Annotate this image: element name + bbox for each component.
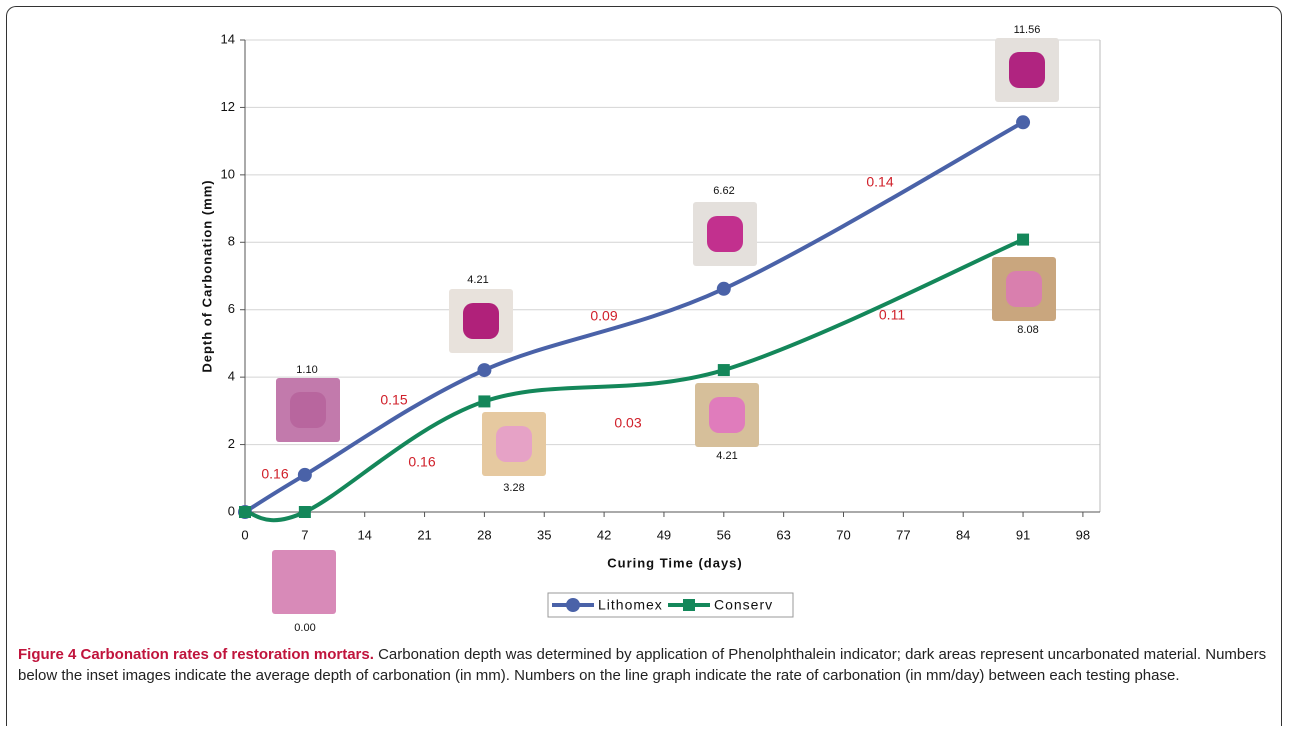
caption-text: Carbonation depth was determined by appl… [18, 646, 1267, 684]
x-tick-label: 0 [241, 527, 248, 542]
legend-label: Lithomex [598, 597, 663, 613]
inset-label: 11.56 [1014, 24, 1041, 36]
inset-spot [286, 564, 322, 600]
legend-marker [683, 599, 695, 611]
series-line [243, 120, 1025, 514]
legend-marker [566, 598, 580, 612]
x-tick-label: 98 [1076, 527, 1090, 542]
inset-label: 1.10 [296, 364, 317, 376]
x-tick-label: 70 [836, 527, 850, 542]
legend: Lithomex Conserv [547, 592, 794, 618]
x-tick-label: 56 [717, 527, 731, 542]
inset-label: 4.21 [467, 274, 488, 286]
x-tick-label: 7 [301, 527, 308, 542]
y-tick-label: 8 [228, 234, 235, 249]
inset-spot [709, 397, 745, 433]
rate-label: 0.16 [408, 454, 435, 470]
rate-label: 0.11 [879, 307, 905, 323]
inset-label: 0.00 [294, 622, 315, 634]
point [1016, 115, 1031, 130]
x-axis-title: Curing Time (days) [607, 555, 743, 570]
inset-label: 3.28 [503, 482, 524, 494]
point [298, 506, 311, 518]
point [297, 467, 312, 482]
point [477, 363, 492, 378]
x-tick-label: 42 [597, 527, 611, 542]
figure-frame [6, 6, 1282, 726]
inset-label: 8.08 [1017, 324, 1038, 336]
series-line [244, 237, 1024, 523]
x-tick-label: 77 [896, 527, 910, 542]
y-tick-label: 14 [221, 31, 235, 46]
y-tick-label: 12 [221, 99, 235, 114]
inset-label: 4.21 [716, 450, 737, 462]
legend-label: Conserv [714, 597, 773, 613]
x-tick-label: 35 [537, 527, 551, 542]
x-tick-label: 14 [357, 527, 371, 542]
y-tick-label: 0 [228, 503, 235, 518]
y-tick-label: 4 [228, 369, 235, 384]
x-tick-label: 49 [657, 527, 671, 542]
x-tick-label: 84 [956, 527, 970, 542]
y-tick-label: 6 [228, 301, 235, 316]
inset-spot [463, 303, 499, 339]
rate-label: 0.16 [261, 466, 288, 482]
rate-label: 0.03 [614, 415, 641, 431]
inset-spot [496, 426, 532, 462]
chart: Depth of Carbonation (mm) Curing Time (d… [199, 24, 1101, 634]
point [717, 364, 730, 377]
caption-label: Figure 4 Carbonation rates of restoratio… [18, 646, 374, 663]
x-tick-label: 63 [776, 527, 790, 542]
point [239, 506, 251, 518]
y-tick-label: 2 [228, 436, 235, 451]
x-tick-label: 21 [417, 527, 431, 542]
inset-spot [290, 392, 326, 428]
point [1017, 233, 1030, 246]
x-tick-label: 28 [477, 527, 491, 542]
inset-spot [1006, 271, 1042, 307]
caption: Figure 4 Carbonation rates of restoratio… [18, 644, 1280, 686]
inset-label: 6.62 [713, 185, 734, 197]
point [478, 395, 491, 408]
inset-spot [707, 216, 743, 252]
y-axis-title: Depth of Carbonation (mm) [199, 179, 214, 372]
y-tick-label: 10 [221, 166, 235, 181]
x-tick-label: 91 [1016, 527, 1030, 542]
rate-label: 0.15 [380, 392, 407, 408]
rate-label: 0.09 [590, 308, 617, 324]
point [716, 281, 731, 296]
rate-label: 0.14 [866, 174, 893, 190]
inset-spot [1009, 52, 1045, 88]
